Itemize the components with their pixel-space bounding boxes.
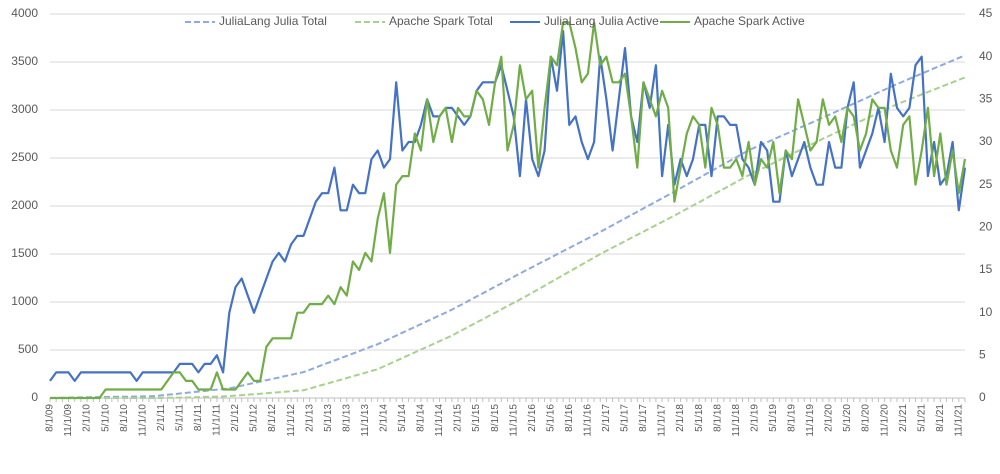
x-tick-label: 5/1/10 (100, 404, 111, 432)
x-tick-label: 2/1/21 (898, 404, 909, 432)
x-tick-label: 8/1/09 (45, 404, 56, 432)
y-tick-label: 1500 (11, 246, 38, 260)
x-tick-label: 5/1/11 (174, 404, 185, 431)
x-tick-label: 8/1/13 (341, 404, 352, 432)
x-tick-label: 5/1/18 (694, 404, 705, 432)
legend-label: Apache Spark Active (694, 14, 805, 28)
x-tick-label: 11/1/13 (360, 404, 371, 437)
x-tick-label: 11/1/12 (286, 404, 297, 437)
x-tick-label: 5/1/12 (249, 404, 260, 432)
x-tick-label: 5/1/21 (916, 404, 927, 432)
y2-tick-label: 15 (979, 262, 993, 276)
x-tick-label: 11/1/19 (805, 404, 816, 437)
x-tick-label: 11/1/09 (63, 404, 74, 437)
x-tick-label: 11/1/17 (657, 404, 668, 437)
x-tick-label: 8/1/10 (119, 404, 130, 432)
x-tick-label: 8/1/14 (416, 404, 427, 432)
x-tick-label: 2/1/20 (824, 404, 835, 432)
x-tick-label: 5/1/15 (471, 404, 482, 432)
y2-tick-label: 30 (979, 134, 993, 148)
x-tick-label: 5/1/13 (323, 404, 334, 432)
y-tick-label: 1000 (11, 294, 38, 308)
y2-tick-label: 5 (979, 348, 986, 362)
y2-tick-label: 25 (979, 177, 993, 191)
x-tick-label: 5/1/16 (545, 404, 556, 432)
x-tick-label: 8/1/12 (267, 404, 278, 432)
x-tick-label: 5/1/17 (620, 404, 631, 432)
x-tick-label: 11/1/14 (434, 404, 445, 437)
series-line (49, 30, 967, 382)
x-tick-label: 2/1/10 (82, 404, 93, 432)
x-tick-label: 2/1/11 (156, 404, 167, 431)
x-tick-label: 2/1/18 (675, 404, 686, 432)
y-tick-label: 2500 (11, 150, 38, 164)
x-tick-label: 2/1/17 (601, 404, 612, 432)
legend-label: JuliaLang Julia Total (219, 14, 327, 28)
x-tick-label: 11/1/15 (508, 404, 519, 437)
x-tick-label: 11/1/11 (212, 404, 223, 436)
x-tick-label: 2/1/13 (304, 404, 315, 432)
legend-label: Apache Spark Total (389, 14, 493, 28)
x-tick-label: 8/1/16 (564, 404, 575, 432)
x-tick-label: 2/1/12 (230, 404, 241, 432)
y2-tick-label: 0 (979, 390, 986, 404)
x-tick-label: 8/1/11 (193, 404, 204, 431)
y2-tick-label: 20 (979, 220, 993, 234)
y2-tick-label: 10 (979, 305, 993, 319)
y-tick-label: 3000 (11, 102, 38, 116)
x-tick-label: 2/1/15 (453, 404, 464, 432)
x-tick-label: 5/1/20 (842, 404, 853, 432)
y-tick-label: 4000 (11, 6, 38, 20)
x-tick-label: 5/1/19 (768, 404, 779, 432)
y-tick-label: 3500 (11, 54, 38, 68)
x-tick-label: 11/1/20 (879, 404, 890, 437)
x-tick-label: 8/1/20 (861, 404, 872, 432)
series-line (50, 21, 967, 400)
x-tick-label: 8/1/19 (787, 404, 798, 432)
x-tick-label: 11/1/21 (953, 404, 964, 437)
x-tick-label: 8/1/15 (490, 404, 501, 432)
x-tick-label: 11/1/10 (137, 404, 148, 437)
legend-label: JuliaLang Julia Active (544, 14, 659, 28)
y2-tick-label: 40 (979, 49, 993, 63)
x-tick-label: 5/1/14 (397, 404, 408, 432)
series-line (50, 76, 966, 399)
y2-tick-label: 35 (979, 92, 993, 106)
x-tick-label: 11/1/18 (731, 404, 742, 437)
series-line (49, 54, 966, 399)
y-tick-label: 0 (31, 390, 38, 404)
y-tick-label: 500 (18, 342, 38, 356)
y-tick-label: 2000 (11, 198, 38, 212)
x-tick-label: 8/1/17 (638, 404, 649, 432)
x-tick-label: 2/1/16 (527, 404, 538, 432)
x-tick-label: 8/1/18 (712, 404, 723, 432)
x-tick-label: 2/1/14 (378, 404, 389, 432)
x-tick-label: 11/1/16 (583, 404, 594, 437)
y2-tick-label: 45 (979, 6, 993, 20)
x-tick-label: 2/1/19 (749, 404, 760, 432)
x-tick-label: 8/1/21 (935, 404, 946, 432)
